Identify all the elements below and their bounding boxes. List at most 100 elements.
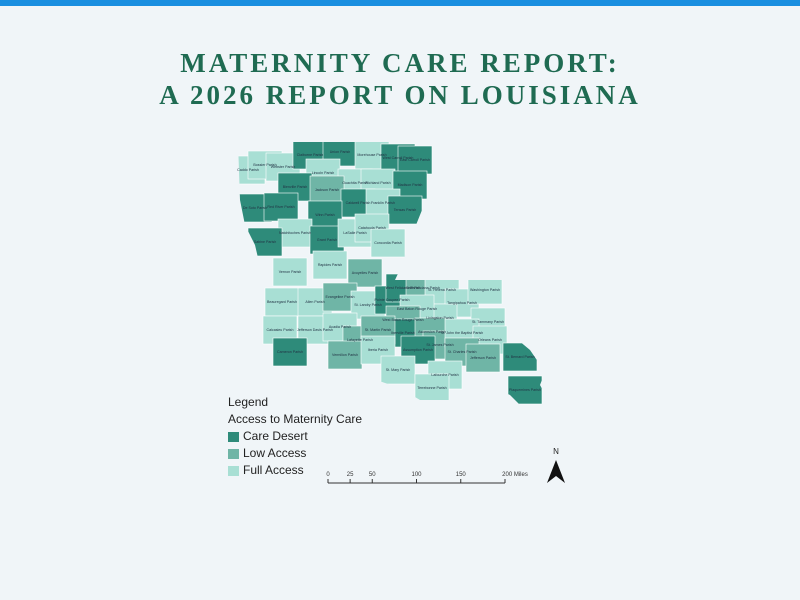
parish-label: Madison Parish bbox=[398, 183, 423, 187]
parish-label: Union Parish bbox=[330, 150, 351, 154]
parish-label: Caldwell Parish bbox=[346, 201, 371, 205]
parish-label: Winn Parish bbox=[315, 213, 334, 217]
parish-label: Terrebonne Parish bbox=[417, 386, 446, 390]
parish-label: Rapides Parish bbox=[318, 263, 342, 267]
scale-label: 150 bbox=[456, 472, 467, 478]
parish-areas bbox=[238, 142, 543, 405]
parish-label: St. Martin Parish bbox=[365, 328, 392, 332]
parish-area bbox=[263, 192, 299, 222]
parish-label: Lafourche Parish bbox=[431, 373, 458, 377]
parish-label: Caddo Parish bbox=[237, 168, 259, 172]
legend-swatch bbox=[228, 432, 239, 442]
title-line-2: A 2026 REPORT ON LOUISIANA bbox=[159, 80, 641, 110]
parish-label: Pointe Coupee Parish bbox=[375, 298, 410, 302]
parish-label: LaSalle Parish bbox=[343, 231, 366, 235]
scale-label: 100 bbox=[411, 472, 422, 478]
parish-label: Assumption Parish bbox=[403, 348, 433, 352]
parish-area bbox=[272, 337, 308, 367]
parish-label: Bossier Parish bbox=[253, 163, 276, 167]
parish-area bbox=[414, 373, 450, 403]
parish-label: Concordia Parish bbox=[374, 241, 402, 245]
parish-area bbox=[272, 257, 308, 287]
parish-label: Tensas Parish bbox=[394, 208, 417, 212]
parish-area bbox=[380, 355, 416, 385]
parish-label: St. John the Baptist Parish bbox=[441, 331, 483, 335]
parish-label: Franklin Parish bbox=[371, 201, 395, 205]
legend-subtitle: Access to Maternity Care bbox=[228, 412, 362, 426]
parish-label: Webster Parish bbox=[271, 165, 296, 169]
parish-label: West Baton Rouge Parish bbox=[382, 318, 423, 322]
parish-label: Iberia Parish bbox=[368, 348, 388, 352]
parish-label: Acadia Parish bbox=[329, 325, 351, 329]
north-label: N bbox=[553, 447, 559, 456]
parish-area bbox=[347, 258, 383, 288]
parish-label: Vermilion Parish bbox=[332, 353, 358, 357]
parish-label: Avoyelles Parish bbox=[352, 271, 379, 275]
parish-label: St. Charles Parish bbox=[448, 350, 477, 354]
legend-title: Legend bbox=[228, 395, 268, 409]
parish-label: Calcasieu Parish bbox=[267, 328, 294, 332]
parish-label: Orleans Parish bbox=[478, 338, 502, 342]
parish-label: Vernon Parish bbox=[279, 270, 302, 274]
parish-label: Beauregard Parish bbox=[267, 300, 297, 304]
legend-label: Care Desert bbox=[243, 429, 308, 443]
parish-label: Tangipahoa Parish bbox=[447, 301, 477, 305]
north-arrow bbox=[547, 460, 565, 483]
top-bar bbox=[0, 0, 800, 6]
parish-label: Cameron Parish bbox=[277, 350, 303, 354]
legend-label: Full Access bbox=[243, 463, 304, 477]
parish-label: St. Bernard Parish bbox=[505, 355, 534, 359]
parish-label: Ouachita Parish bbox=[342, 181, 368, 185]
parish-label: Sabine Parish bbox=[254, 240, 276, 244]
title-line-1: MATERNITY CARE REPORT: bbox=[180, 48, 620, 78]
scale-label: 50 bbox=[369, 472, 376, 478]
parish-label: Lafayette Parish bbox=[347, 338, 373, 342]
scale-bar: 0 25 50 100 150 200 Miles bbox=[326, 472, 528, 484]
legend-swatch bbox=[228, 466, 239, 476]
parish-area bbox=[327, 340, 363, 370]
parish-label: Iberville Parish bbox=[391, 331, 415, 335]
parish-label: West Carroll Parish bbox=[383, 156, 414, 160]
parish-area bbox=[309, 175, 345, 205]
legend-swatch bbox=[228, 449, 239, 459]
parish-area bbox=[465, 343, 501, 373]
parish-area bbox=[370, 228, 406, 258]
parish-label: De Soto Parish bbox=[243, 206, 267, 210]
parish-label: St. Tammany Parish bbox=[472, 320, 504, 324]
legend: Care Desert Low Access Full Access bbox=[228, 429, 308, 477]
parish-label: East Carroll Parish bbox=[400, 158, 430, 162]
legend-label: Low Access bbox=[243, 446, 306, 460]
parish-label: Jackson Parish bbox=[315, 188, 339, 192]
parish-label: Natchitoches Parish bbox=[279, 231, 311, 235]
parish-label: Bienville Parish bbox=[283, 185, 308, 189]
parish-area bbox=[277, 218, 313, 248]
parish-label: St. Helena Parish bbox=[428, 288, 456, 292]
scale-label: 25 bbox=[347, 472, 354, 478]
parish-label: Allen Parish bbox=[305, 300, 324, 304]
parish-label: Catahoula Parish bbox=[358, 226, 386, 230]
parish-label: Lincoln Parish bbox=[312, 171, 335, 175]
parish-label: Livingston Parish bbox=[426, 316, 453, 320]
parish-area bbox=[397, 145, 433, 175]
parish-area bbox=[467, 275, 503, 305]
parish-label: East Feliciana Parish bbox=[406, 286, 440, 290]
parish-label: St. Landry Parish bbox=[354, 303, 382, 307]
parish-label: Claiborne Parish bbox=[297, 153, 324, 157]
parish-area bbox=[307, 200, 343, 230]
parish-label: East Baton Rouge Parish bbox=[397, 307, 437, 311]
parish-label: Grant Parish bbox=[317, 238, 337, 242]
parish-label: St. James Parish bbox=[426, 343, 453, 347]
scale-label: 200 Miles bbox=[502, 472, 528, 478]
parish-area bbox=[264, 287, 300, 317]
scale-label: 0 bbox=[326, 472, 330, 478]
parish-area bbox=[387, 195, 423, 225]
parish-label: Richland Parish bbox=[365, 181, 390, 185]
parish-label: Plaquemines Parish bbox=[509, 388, 541, 392]
parish-label: Jefferson Parish bbox=[470, 356, 496, 360]
parish-label: Red River Parish bbox=[267, 205, 294, 209]
parish-label: West Feliciana Parish bbox=[386, 286, 421, 290]
parish-label: St. Mary Parish bbox=[386, 368, 411, 372]
